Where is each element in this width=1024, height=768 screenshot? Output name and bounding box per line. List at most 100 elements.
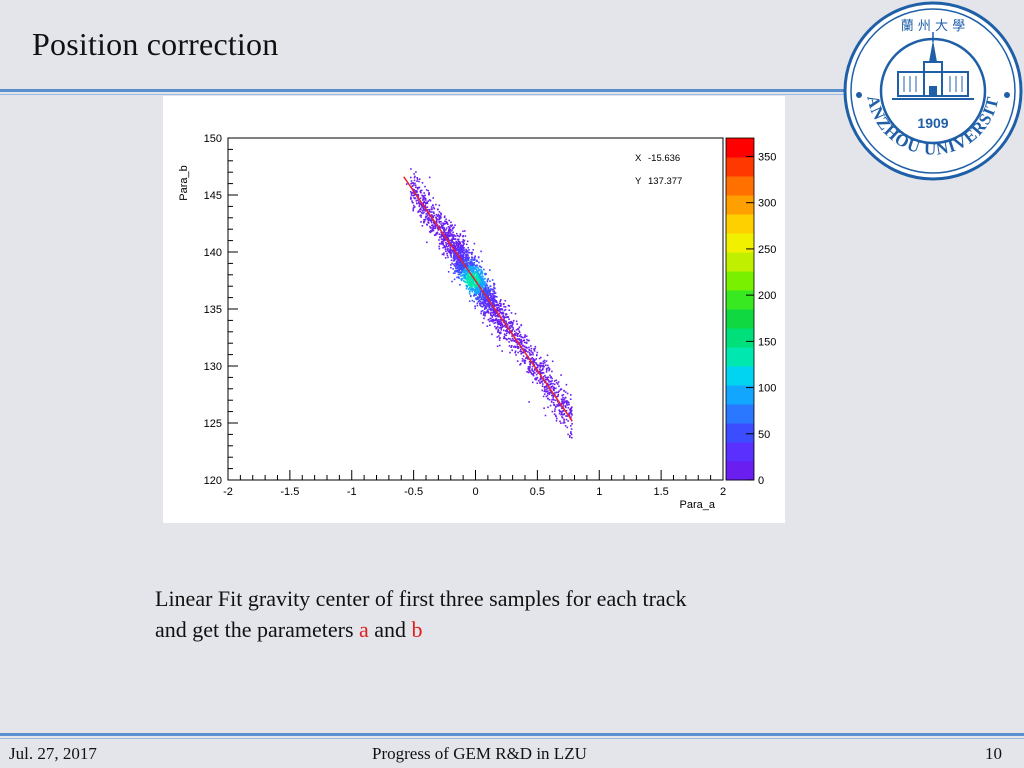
- scatter-point: [473, 271, 475, 273]
- scatter-point: [450, 266, 452, 269]
- scatter-point: [556, 396, 558, 398]
- scatter-point: [463, 277, 465, 280]
- scatter-point: [491, 279, 494, 281]
- scatter-point: [435, 213, 438, 216]
- scatter-point: [492, 300, 494, 303]
- scatter-point: [472, 288, 475, 291]
- scatter-point: [414, 182, 416, 185]
- scatter-point: [477, 267, 479, 269]
- scatter-point: [524, 350, 527, 352]
- scatter-point: [471, 286, 473, 288]
- scatter-point: [453, 258, 456, 261]
- scatter-point: [565, 403, 568, 405]
- scatter-point: [438, 247, 441, 250]
- scatter-point: [485, 311, 488, 314]
- scatter-point: [416, 193, 418, 196]
- scatter-point: [543, 375, 545, 378]
- scatter-point: [501, 308, 503, 310]
- scatter-point: [499, 319, 502, 321]
- scatter-point: [427, 219, 430, 222]
- scatter-point: [444, 257, 447, 259]
- scatter-point: [421, 194, 423, 197]
- x-axis-label: Para_a: [680, 499, 716, 511]
- x-tick-label: -2: [223, 486, 233, 498]
- scatter-point: [470, 262, 473, 264]
- scatter-point: [539, 370, 541, 372]
- scatter-point: [478, 278, 481, 281]
- scatter-point: [468, 281, 471, 283]
- scatter-point: [550, 386, 553, 389]
- stat-label-value: 137.377: [648, 176, 682, 187]
- scatter-point: [556, 400, 559, 403]
- scatter-point: [498, 302, 501, 304]
- scatter-point: [483, 317, 485, 320]
- scatter-point: [550, 376, 552, 378]
- colorbar-segment: [726, 233, 754, 253]
- scatter-point: [485, 283, 488, 285]
- scatter-point: [528, 346, 530, 349]
- scatter-point: [493, 290, 495, 292]
- scatter-point: [482, 314, 485, 316]
- scatter-point: [517, 328, 520, 330]
- scatter-point: [475, 289, 478, 292]
- scatter-point: [464, 263, 467, 266]
- scatter-point: [450, 255, 452, 257]
- scatter-point: [570, 394, 572, 396]
- scatter-point: [433, 227, 435, 229]
- scatter-point: [536, 376, 538, 379]
- scatter-point: [543, 387, 546, 389]
- scatter-point: [484, 284, 486, 287]
- caption: Linear Fit gravity center of first three…: [155, 583, 855, 645]
- scatter-point: [417, 211, 419, 213]
- scatter-point: [421, 182, 424, 184]
- scatter-point: [483, 299, 486, 302]
- scatter-point: [489, 324, 491, 326]
- scatter-point: [568, 403, 570, 406]
- scatter-point: [456, 244, 458, 247]
- scatter-point: [528, 368, 530, 371]
- scatter-point: [539, 377, 542, 380]
- scatter-point: [428, 230, 431, 233]
- scatter-point: [472, 278, 474, 280]
- logo-year: 1909: [917, 115, 948, 131]
- scatter-point: [547, 383, 550, 386]
- scatter-point: [440, 238, 443, 240]
- scatter-point: [499, 323, 502, 325]
- colorbar-segment: [726, 214, 754, 234]
- scatter-point: [417, 193, 419, 196]
- scatter-point: [467, 254, 469, 257]
- scatter-point: [465, 278, 467, 280]
- x-tick-label: 1.5: [653, 486, 668, 498]
- colorbar-segment: [726, 157, 754, 177]
- scatter-point: [431, 211, 433, 213]
- scatter-point: [495, 301, 497, 303]
- scatter-point: [566, 415, 568, 417]
- scatter-point: [472, 249, 474, 251]
- scatter-point: [525, 350, 527, 352]
- scatter-point: [467, 288, 470, 290]
- scatter-point: [465, 260, 468, 263]
- scatter-point: [415, 199, 418, 202]
- scatter-point: [520, 350, 522, 353]
- scatter-point: [462, 243, 465, 245]
- footer-rule: [0, 733, 1024, 736]
- scatter-point: [475, 264, 477, 267]
- scatter-point: [490, 305, 493, 307]
- scatter-point: [490, 314, 492, 316]
- scatter-point: [542, 372, 545, 374]
- scatter-point: [462, 242, 465, 244]
- scatter-point: [435, 220, 438, 223]
- scatter-point: [551, 377, 553, 380]
- scatter-point: [445, 227, 448, 229]
- scatter-point: [442, 222, 444, 224]
- scatter-point: [528, 361, 531, 363]
- scatter-point: [496, 301, 498, 304]
- scatter-point: [419, 189, 422, 192]
- scatter-point: [548, 381, 550, 383]
- scatter-point: [480, 279, 482, 282]
- scatter-point: [476, 270, 478, 273]
- scatter-point: [494, 304, 497, 307]
- scatter-point: [486, 289, 488, 291]
- scatter-point: [508, 345, 511, 347]
- scatter-point: [435, 219, 438, 222]
